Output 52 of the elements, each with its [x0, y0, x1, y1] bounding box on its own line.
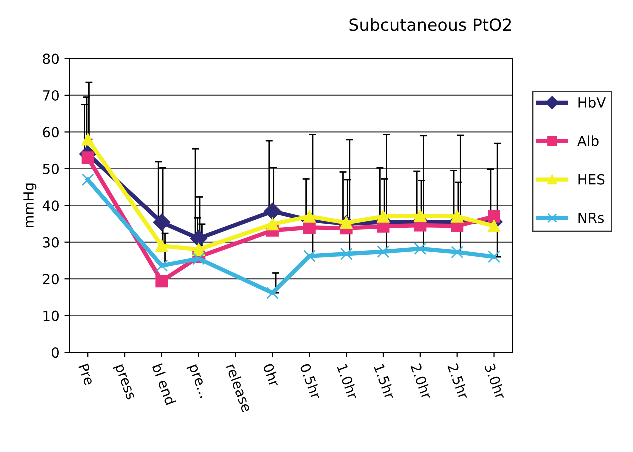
y-tick-label: 20 — [43, 274, 59, 285]
y-axis-title: mmHg — [24, 184, 37, 228]
legend-label: Alb — [578, 136, 599, 146]
point — [414, 210, 427, 222]
point — [303, 250, 316, 263]
x-tick-label: release — [226, 363, 253, 413]
point — [303, 210, 316, 223]
x-tick-label: 1.0hr — [336, 364, 360, 400]
y-tick-label: 50 — [43, 164, 59, 174]
point — [340, 248, 353, 260]
y-tick-label: 60 — [43, 127, 59, 138]
x-tick-label: pre... — [186, 364, 208, 400]
point — [153, 214, 170, 232]
y-tick-label: 0 — [52, 348, 59, 358]
legend-label: HES — [578, 174, 605, 185]
y-tick-label: 80 — [43, 54, 59, 64]
chart-title: Subcutaneous PtO2 — [350, 18, 512, 32]
point — [414, 242, 427, 256]
point — [266, 218, 279, 231]
x-tick-label: 0.5hr — [300, 363, 322, 400]
point — [82, 133, 94, 146]
point — [451, 246, 464, 259]
point — [451, 210, 464, 223]
point — [156, 275, 168, 288]
point — [156, 240, 168, 252]
point — [266, 286, 279, 300]
x-tick-label: 1.5hr — [374, 364, 396, 400]
y-tick-label: 40 — [42, 200, 59, 212]
point — [82, 152, 94, 164]
x-tick-label: 2.0hr — [410, 363, 433, 400]
point — [377, 246, 390, 258]
point — [156, 260, 168, 272]
point — [82, 174, 94, 186]
x-tick-label: 3.0hr — [484, 363, 507, 400]
point — [192, 243, 206, 256]
point — [340, 216, 353, 230]
point — [488, 250, 501, 264]
x-tick-label: press — [112, 364, 135, 402]
x-tick-label: Pre — [78, 364, 95, 386]
y-tick-label: 70 — [43, 90, 59, 101]
point — [377, 210, 390, 223]
x-tick-label: bl end — [152, 363, 176, 406]
point — [190, 230, 208, 248]
legend-label: NRs — [578, 212, 604, 224]
x-tick-label: 2.5hr — [448, 363, 470, 400]
point — [264, 202, 282, 220]
point — [488, 220, 501, 232]
y-tick-label: 10 — [44, 310, 59, 322]
x-tick-label: 0hr — [262, 363, 281, 388]
legend-label: HbV — [578, 97, 606, 108]
point — [488, 210, 501, 223]
y-tick-label: 30 — [43, 237, 59, 248]
